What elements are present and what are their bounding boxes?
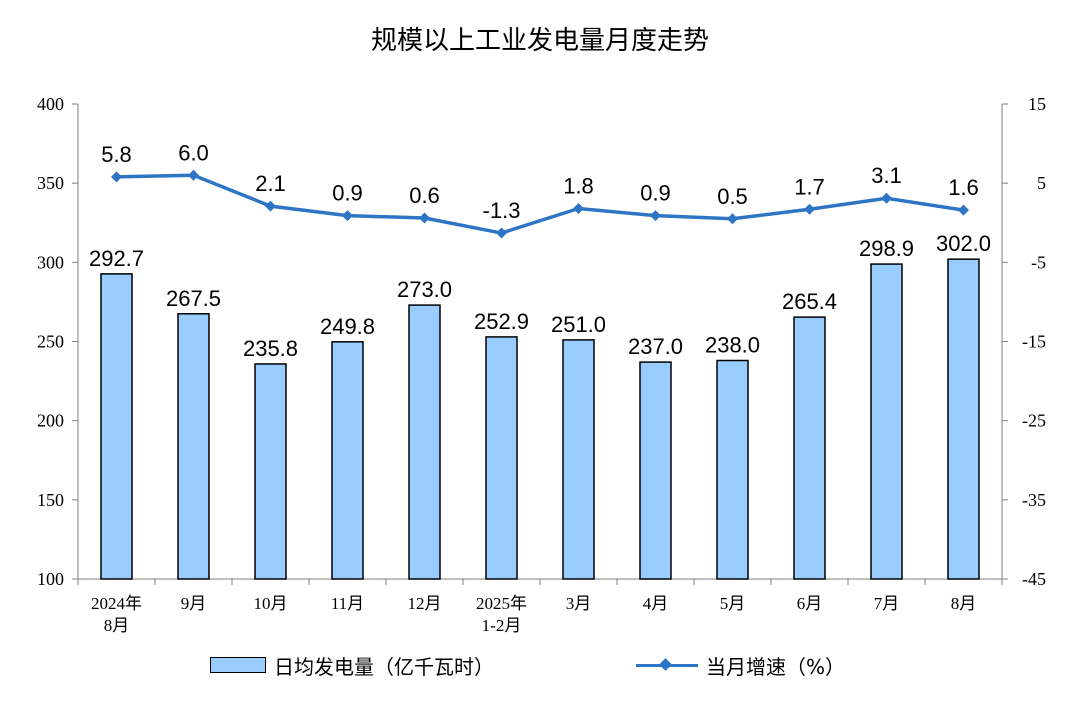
x-tick-label: 6月 xyxy=(797,594,823,613)
bar-data-label: 252.9 xyxy=(474,309,529,334)
x-tick-label: 2025年 xyxy=(476,594,527,613)
line-data-label: 3.1 xyxy=(871,163,902,188)
legend-item-bar: 日均发电量（亿千瓦时） xyxy=(210,650,494,680)
x-tick-label: 12月 xyxy=(408,594,442,613)
x-tick-label: 1-2月 xyxy=(482,616,522,635)
bar-data-label: 235.8 xyxy=(243,336,298,361)
y-left-tick-label: 300 xyxy=(37,252,64,272)
bar-data-label: 265.4 xyxy=(782,289,837,314)
y-left-tick-label: 100 xyxy=(37,569,64,589)
bar xyxy=(254,363,287,580)
line-point xyxy=(342,210,353,222)
x-tick-label: 5月 xyxy=(720,594,746,613)
y-left-tick-label: 350 xyxy=(37,173,64,193)
line-point xyxy=(881,192,892,204)
x-tick-label: 10月 xyxy=(254,594,288,613)
line-point xyxy=(419,212,430,224)
y-right-tick-label: -25 xyxy=(1022,411,1046,431)
line-data-label: 1.8 xyxy=(563,174,594,199)
bar-data-label: 238.0 xyxy=(705,333,760,358)
line-point xyxy=(804,203,815,215)
bar xyxy=(331,341,364,580)
x-tick-label: 7月 xyxy=(874,594,900,613)
bar-data-label: 298.9 xyxy=(859,236,914,261)
y-right-tick-label: -45 xyxy=(1022,569,1046,589)
line-data-label: 1.7 xyxy=(794,174,825,199)
chart-title: 规模以上工业发电量月度走势 xyxy=(370,26,709,56)
line-data-label: 0.9 xyxy=(640,181,671,206)
bar xyxy=(870,263,903,580)
bar xyxy=(639,361,672,580)
line-point xyxy=(958,204,969,216)
x-tick-label: 2024年 xyxy=(91,594,142,613)
bar-data-label: 251.0 xyxy=(551,312,606,337)
line-point xyxy=(265,200,276,212)
line-data-label: 0.5 xyxy=(717,184,748,209)
x-tick-label: 9月 xyxy=(181,594,207,613)
bar xyxy=(947,258,980,580)
bar-data-label: 249.8 xyxy=(320,314,375,339)
line-data-label: 0.6 xyxy=(409,183,440,208)
y-right-tick-label: -15 xyxy=(1022,332,1046,352)
line-point xyxy=(111,171,122,183)
line-point xyxy=(573,203,584,214)
line-point xyxy=(727,213,738,225)
bar xyxy=(100,273,133,580)
bar-data-label: 302.0 xyxy=(936,231,991,256)
y-right-tick-label: -35 xyxy=(1022,490,1046,510)
line-data-label: 6.0 xyxy=(178,140,209,165)
legend-line-swatch xyxy=(636,658,698,672)
line-data-label: 0.9 xyxy=(332,181,363,206)
y-right-tick-label: 15 xyxy=(1028,94,1046,114)
legend: 日均发电量（亿千瓦时） 当月增速（%） xyxy=(0,650,1080,680)
legend-label-bar: 日均发电量（亿千瓦时） xyxy=(274,654,494,679)
bar-data-label: 267.5 xyxy=(166,286,221,311)
bar-data-label: 273.0 xyxy=(397,277,452,302)
x-tick-label: 4月 xyxy=(643,594,669,613)
bar-data-label: 237.0 xyxy=(628,334,683,359)
y-right-tick-label: -5 xyxy=(1031,252,1046,272)
bar xyxy=(793,316,826,580)
line-data-label: 2.1 xyxy=(255,171,286,196)
line-point xyxy=(188,169,199,181)
bar xyxy=(177,313,210,580)
legend-item-line: 当月增速（%） xyxy=(636,650,845,680)
y-left-tick-label: 250 xyxy=(37,332,64,352)
y-left-tick-label: 150 xyxy=(37,490,64,510)
x-tick-label: 8月 xyxy=(951,594,977,613)
bar xyxy=(408,304,441,580)
bar xyxy=(562,339,595,580)
bar xyxy=(716,359,749,580)
x-tick-label: 11月 xyxy=(331,594,364,613)
bar xyxy=(485,336,518,580)
x-tick-label: 3月 xyxy=(566,594,592,613)
y-left-tick-label: 400 xyxy=(37,94,64,114)
legend-bar-swatch xyxy=(210,657,266,673)
line-data-label: -1.3 xyxy=(483,198,521,223)
line-series xyxy=(116,173,964,235)
line-point xyxy=(650,210,661,222)
line-data-label: 1.6 xyxy=(948,175,979,200)
y-left-tick-label: 200 xyxy=(37,411,64,431)
line-data-label: 5.8 xyxy=(101,142,132,167)
x-tick-label: 8月 xyxy=(104,616,130,635)
bar-data-label: 292.7 xyxy=(89,246,144,271)
line-point xyxy=(496,227,507,239)
legend-label-line: 当月增速（%） xyxy=(706,654,846,679)
y-right-tick-label: 5 xyxy=(1037,173,1046,193)
